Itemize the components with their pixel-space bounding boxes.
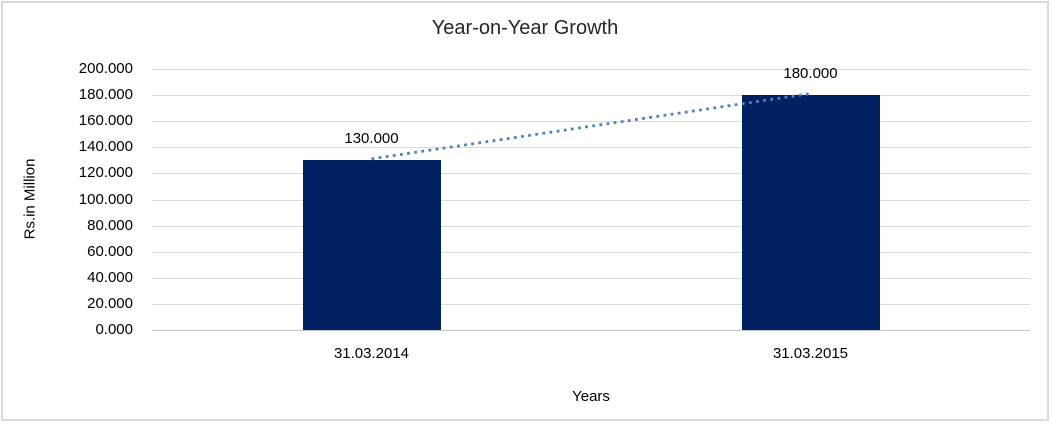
chart-frame: Year-on-Year Growth Rs.in Million 130.00… [1, 1, 1049, 421]
y-tick-label: 140.000 [78, 138, 133, 155]
x-axis-title: Years [572, 388, 610, 405]
data-label-0: 130.000 [344, 130, 399, 148]
x-axis-line [152, 330, 1030, 331]
y-tick-label: 180.000 [78, 86, 133, 103]
y-tick-label: 60.000 [87, 243, 133, 260]
y-tick-label: 160.000 [78, 112, 133, 129]
y-tick-label: 120.000 [78, 164, 133, 181]
gridline [152, 147, 1030, 148]
y-tick-label: 100.000 [78, 191, 133, 208]
gridline [152, 173, 1030, 174]
x-tick-label-1: 31.03.2015 [772, 345, 849, 362]
y-tick-label: 80.000 [87, 217, 133, 234]
gridline [152, 200, 1030, 201]
gridline [152, 278, 1030, 279]
gridline [152, 95, 1030, 96]
gridline [152, 252, 1030, 253]
plot-area: 130.000 180.000 [152, 65, 1030, 331]
gridline [152, 226, 1030, 227]
y-tick-label: 20.000 [87, 295, 133, 312]
y-tick-label: 0.000 [95, 321, 133, 338]
y-tick-label: 40.000 [87, 269, 133, 286]
chart-title: Year-on-Year Growth [431, 17, 619, 39]
x-tick-label-0: 31.03.2014 [333, 345, 410, 362]
bar-1 [741, 95, 880, 330]
data-label-1: 180.000 [783, 65, 838, 83]
gridline [152, 304, 1030, 305]
bar-0 [302, 160, 441, 330]
gridline [152, 69, 1030, 70]
gridline [152, 121, 1030, 122]
y-tick-label: 200.000 [78, 60, 133, 77]
